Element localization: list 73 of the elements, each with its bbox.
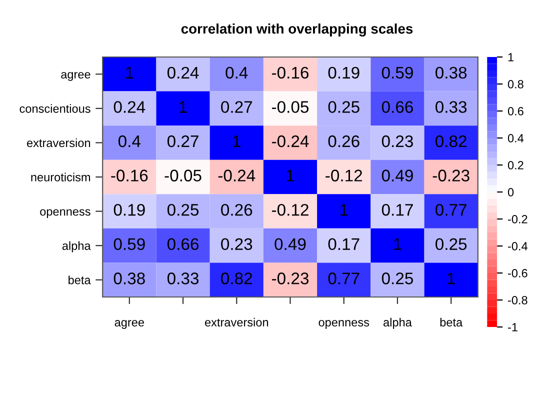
data-label: 0.33 [436,101,467,113]
y-tick-label: neuroticism [31,172,90,182]
data-label: 1 [233,136,240,148]
data-label: 0.17 [328,238,360,250]
color-bar-label: -0.8 [508,296,528,304]
data-label: 1 [180,101,187,113]
data-label: 0.19 [114,204,145,216]
data-label: 0.38 [114,272,145,284]
data-label: 0.77 [328,272,360,284]
data-label: -0.05 [164,170,202,182]
data-label: -0.24 [272,135,309,148]
data-label: -0.05 [272,101,309,113]
data-label: 0.49 [274,238,306,250]
y-tick-label: agree [61,72,90,81]
data-label: 0.66 [167,238,199,250]
data-label: 1 [340,204,348,216]
data-label: -0.12 [272,204,308,216]
data-label: 0.27 [221,101,252,113]
y-tick-label: alpha [62,241,91,252]
y-tick-label: openness [40,209,90,218]
data-label: -0.24 [218,170,256,182]
chart-title: correlation with overlapping scales [181,23,413,37]
data-label: 0.25 [382,272,413,284]
data-label: -0.23 [272,272,309,284]
data-label: 0.59 [114,238,145,250]
color-bar-label: 0.8 [508,80,524,88]
data-label: 0.4 [118,135,141,148]
data-label: -0.16 [111,170,148,182]
data-label: 0.17 [382,204,413,216]
data-label: 0.25 [436,238,467,250]
data-label: 0.4 [226,66,248,79]
y-tick-label: extraversion [27,138,90,148]
data-label: 0.25 [167,204,199,216]
y-tick-label: beta [68,276,91,284]
y-tick-label: conscientious [20,104,90,113]
data-label: 1 [394,238,402,250]
data-label: 0.77 [436,204,466,216]
data-label: 0.24 [167,66,199,79]
color-bar-label: 1 [508,53,514,62]
color-bar-label: -1 [508,323,518,332]
color-bar-label: 0.6 [508,107,524,116]
x-tick-label: extraversion [204,318,268,327]
data-label: 1 [286,170,294,182]
color-bar-label: -0.4 [508,242,528,250]
data-label: 0.66 [382,101,413,113]
color-bar-label: 0.2 [508,161,524,170]
data-label: 1 [448,272,455,284]
data-label: 0.27 [167,135,198,148]
data-label: 0.59 [382,66,413,79]
data-label: 1 [126,66,134,78]
data-label: 0.19 [328,66,360,79]
data-label: -0.16 [272,66,309,79]
x-tick-label: beta [440,318,463,327]
data-label: 0.38 [436,66,467,79]
x-tick-label: alpha [384,318,412,329]
data-label: 0.82 [436,135,466,148]
color-bar-label: 0 [508,188,514,196]
x-tick-label: openness [318,320,370,329]
data-label: 0.82 [221,272,252,284]
data-label: 0.24 [114,101,146,113]
data-label: 0.23 [221,238,252,250]
color-bar-label: -0.6 [508,269,528,278]
data-label: 0.23 [382,135,413,148]
color-bar-label: -0.2 [508,215,528,224]
data-label: -0.12 [326,170,362,182]
data-label: 0.26 [328,135,360,148]
data-label: 0.33 [167,272,199,284]
data-label: 0.49 [382,170,413,182]
x-tick-label: agree [114,320,144,329]
data-label: 0.25 [328,101,360,113]
data-label: 0.26 [221,204,252,216]
data-label: -0.23 [432,170,470,182]
color-bar-label: 0.4 [508,134,524,142]
